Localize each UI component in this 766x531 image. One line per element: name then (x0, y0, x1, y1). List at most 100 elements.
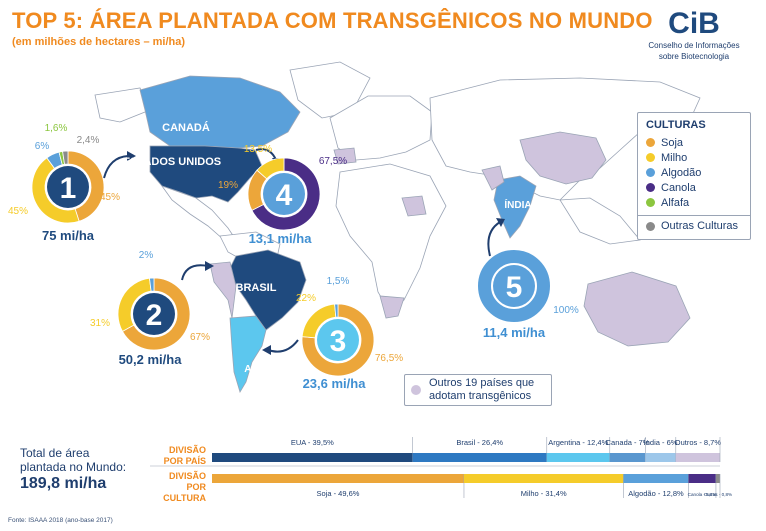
donut-5: 100% 5 11,4 mi/ha (478, 250, 579, 340)
bar-divisao-por-cultura-label-soja: Soja - 49,6% (317, 489, 360, 498)
bar-title-country: DIVISÃO POR PAÍS (163, 445, 206, 466)
arrow-usa (103, 155, 131, 179)
donut-1-area: 75 mi/ha (42, 228, 95, 243)
bar-divisao-por-pais-label-brasil: Brasil - 26,4% (456, 438, 503, 447)
donut-1: 45% 45% 6% 1,6% 2,4% 1 75 mi/ha (8, 123, 120, 243)
label-argentina: ARGENTINA (244, 364, 303, 375)
bar-divisao-por-cultura-seg-canola (688, 474, 716, 483)
legend-dot-alfafa (646, 198, 655, 207)
donut-4-center (263, 173, 305, 215)
total-label-line-2: plantada no Mundo: (20, 460, 127, 474)
logo-mark: CiB (668, 7, 720, 40)
legend-dot-other (646, 221, 655, 231)
arrow-argentina (267, 339, 299, 353)
others-line-1: Outros 19 países que (429, 377, 535, 389)
arrow-india (487, 221, 501, 257)
arrowhead-argentina (262, 345, 271, 355)
arrows (103, 148, 501, 353)
southeast-asia-shape (559, 197, 641, 245)
donut-1-center (47, 166, 89, 208)
bar-divisao-por-pais-seg-eua (212, 453, 413, 462)
legend-item-milho: Milho (638, 150, 750, 165)
donut-2-label-algodao: 2% (139, 250, 154, 261)
donut-3-label-soja: 76,5% (375, 353, 403, 364)
donut-2-slice-soja (121, 277, 191, 351)
bar-divisao-por-pais-label-canada: Canada - 7% (606, 438, 650, 447)
bar-title-culture: DIVISÃO POR CULTURA (163, 471, 206, 503)
legend-label-alfafa: Alfafa (661, 196, 690, 209)
donut-4-label-milho: 13,5% (244, 144, 272, 155)
bar-divisao-por-cultura-label-outras: Outras - 0,8% (704, 492, 732, 497)
donut-5-slice-algodao (478, 250, 550, 322)
bar-divisao-por-pais-label-outros: Outros - 8,7% (675, 438, 722, 447)
donut-2-label-milho: 31% (90, 318, 110, 329)
legend-label-algodao: Algodão (661, 166, 702, 179)
donut-4-rank: 4 (276, 179, 293, 212)
bar-divisao-por-cultura-label-algodao: Algodão - 12,8% (628, 489, 684, 498)
arrow-canada (255, 148, 277, 161)
donut-2-slice-algodao (149, 277, 155, 292)
others-countries-box: Outros 19 países que adotam transgênicos (404, 374, 552, 406)
bar-divisao-por-pais-label-argentina: Argentina - 12,4% (548, 438, 608, 447)
arrow-brasil (181, 264, 209, 281)
legend-dot-soja (646, 138, 655, 147)
donut-3-center (317, 319, 359, 361)
total-label-line-1: Total de área (20, 446, 90, 460)
bar-divisao-por-cultura: Soja - 49,6% Milho - 31,4% Algodão - 12,8%… (212, 474, 732, 498)
bar-divisao-por-cultura-seg-algodao (623, 474, 689, 483)
alaska-shape (94, 87, 151, 123)
donut-3: 76,5% 22% 1,5% 3 23,6 mi/ha (296, 276, 403, 391)
donut-4-area: 13,1 mi/ha (249, 231, 313, 246)
continents (94, 61, 701, 393)
donut-1-label-soja: 45% (100, 192, 120, 203)
donut-2-center (133, 293, 175, 335)
donut-5-center (493, 265, 535, 307)
legend-label-soja: Soja (661, 136, 684, 149)
donut-1-label-algodao: 6% (35, 141, 50, 152)
legend-dot-canola (646, 183, 655, 192)
arrowhead-usa (127, 151, 136, 161)
donut-2-rank: 2 (146, 299, 163, 332)
bar-divisao-por-pais-seg-brasil (412, 453, 547, 462)
bar-divisao-por-pais-seg-argentina (546, 453, 610, 462)
legend-title: CULTURAS (646, 119, 706, 131)
legend-item-algodao: Algodão (638, 165, 750, 180)
donut-4-label-canola: 67,5% (319, 156, 347, 167)
donut-4-slice-milho (256, 157, 285, 180)
sudan-shape (401, 195, 427, 217)
pakistan-shape (481, 165, 505, 191)
logo-line-1: Conselho de Informações (648, 41, 740, 50)
legend-dot-milho (646, 153, 655, 162)
bar-divisao-por-pais-seg-canada (609, 453, 646, 462)
donut-3-rank: 3 (330, 325, 347, 358)
total-label: Total de área plantada no Mundo: (20, 446, 126, 474)
label-canada: CANADÁ (162, 121, 210, 134)
legend-label-other: Outras Culturas (661, 220, 739, 232)
canada-shape (139, 75, 301, 149)
donut-2: 67% 31% 2% 2 50,2 mi/ha (90, 250, 210, 367)
label-usa: ESTADOS UNIDOS (123, 156, 221, 168)
legend-divider (638, 215, 750, 216)
africa-shape (335, 163, 447, 313)
total-value: 189,8 mi/ha (20, 475, 107, 492)
country-donuts: 45% 45% 6% 1,6% 2,4% 1 75 mi/ha 67% 31% 2% 2 50,2 m… (8, 123, 579, 391)
donut-1-label-alfafa: 1,6% (45, 123, 68, 134)
donut-4-slice-canola (251, 157, 321, 231)
legend-dot-algodao (646, 168, 655, 177)
legend-items: Soja Milho Algodão Canola Alfafa (638, 135, 750, 210)
bar-divisao-por-cultura-seg-soja (212, 474, 464, 483)
donut-2-label-soja: 67% (190, 332, 210, 343)
argentina-shape (229, 315, 267, 393)
logo-line-2: sobre Biotecnologia (658, 52, 730, 61)
donut-3-area: 23,6 mi/ha (303, 376, 367, 391)
bar-divisao-por-cultura-label-milho: Milho - 31,4% (521, 489, 567, 498)
south-america-west-shape (209, 261, 237, 319)
donut-3-slice-soja (301, 303, 375, 377)
donut-2-area: 50,2 mi/ha (119, 352, 183, 367)
donut-3-label-milho: 22% (296, 293, 316, 304)
donut-3-slice-algodao (334, 303, 339, 318)
donut-1-label-outras-culturas: 2,4% (77, 135, 100, 146)
legend-item-soja: Soja (638, 135, 750, 150)
label-india: ÍNDIA (504, 198, 531, 211)
